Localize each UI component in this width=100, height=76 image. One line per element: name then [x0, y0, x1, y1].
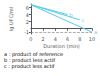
svg-text:b: b [70, 12, 73, 18]
svg-text:0: 0 [29, 36, 32, 42]
svg-text:b : product less actif: b : product less actif [4, 57, 55, 63]
svg-text:lg UFC/ml: lg UFC/ml [8, 7, 15, 31]
svg-text:10: 10 [89, 36, 95, 42]
svg-text:2: 2 [42, 36, 45, 42]
svg-text:-1: -1 [24, 29, 29, 35]
svg-text:4: 4 [26, 12, 29, 18]
svg-text:2: 2 [26, 19, 29, 25]
svg-text:4: 4 [54, 36, 57, 42]
svg-text:6: 6 [66, 36, 69, 42]
svg-text:8: 8 [78, 36, 81, 42]
svg-text:a : product of reference: a : product of reference [4, 51, 63, 57]
svg-text:6: 6 [26, 5, 29, 11]
svg-text:a: a [94, 29, 97, 35]
svg-text:c: c [82, 17, 85, 23]
svg-text:Duration (min): Duration (min) [43, 43, 80, 49]
svg-text:c : product less actif: c : product less actif [4, 63, 55, 70]
